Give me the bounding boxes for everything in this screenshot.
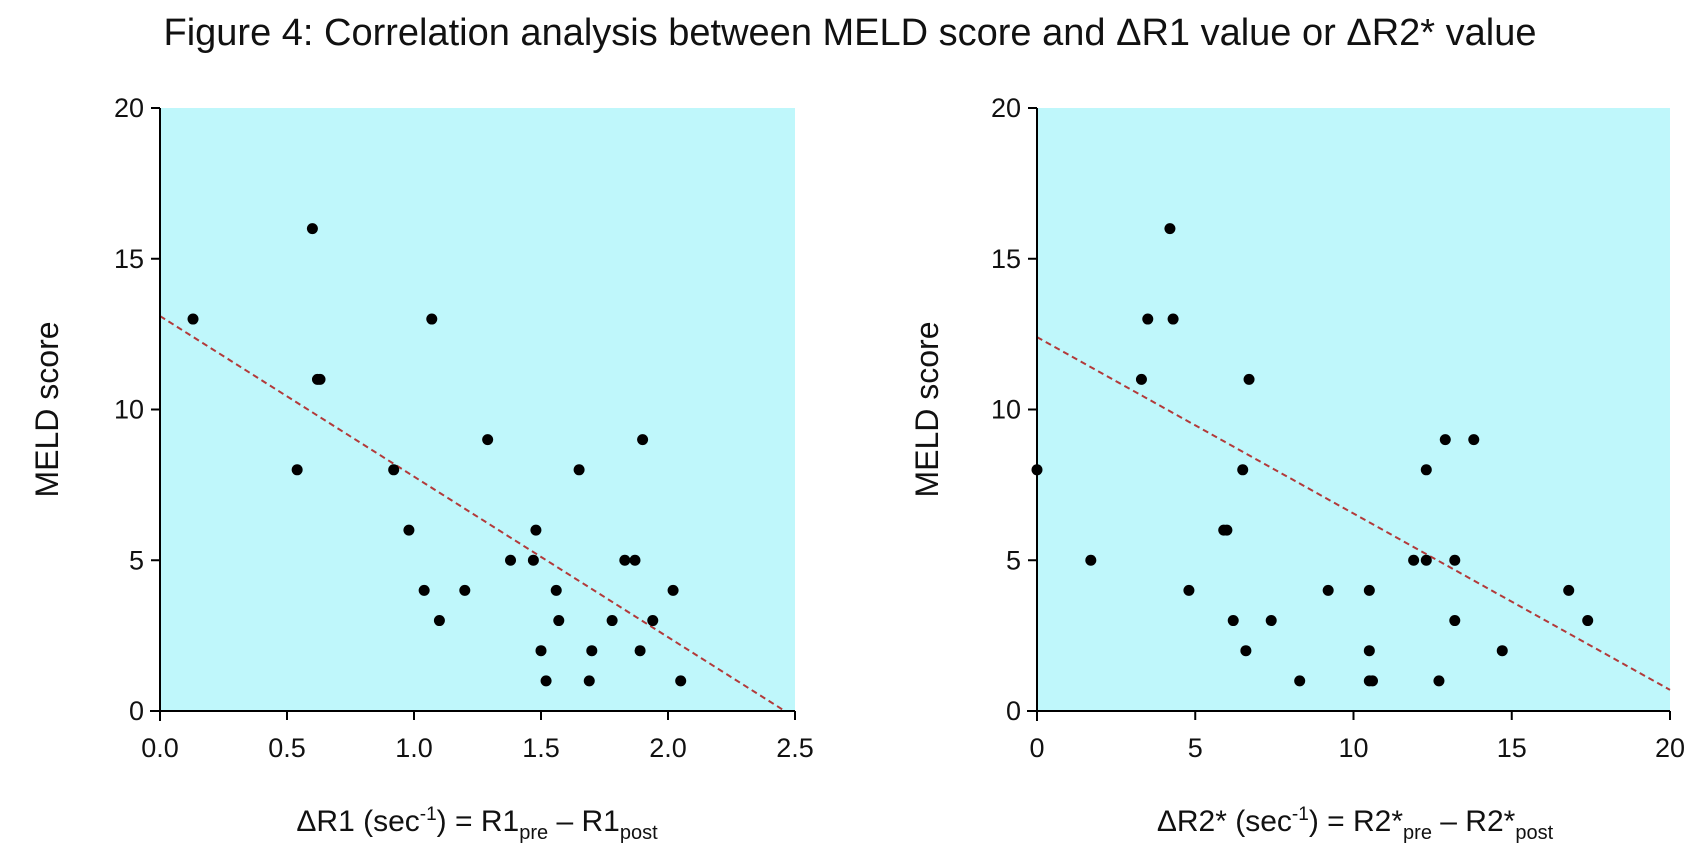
data-point — [1439, 434, 1451, 446]
y-tick-label: 10 — [114, 395, 144, 425]
data-point — [1449, 615, 1461, 627]
data-point — [1237, 464, 1249, 476]
data-point — [1240, 645, 1252, 657]
data-point — [1227, 615, 1239, 627]
y-tick-label: 5 — [1006, 545, 1021, 575]
data-point — [1420, 554, 1432, 566]
data-point — [606, 615, 618, 627]
data-point — [619, 554, 631, 566]
data-point — [1449, 554, 1461, 566]
data-point — [675, 675, 687, 687]
x-tick-label: 15 — [1497, 733, 1527, 763]
data-point — [1142, 313, 1154, 325]
data-point — [314, 373, 326, 385]
data-point — [306, 223, 318, 235]
chart-delta-r1: 0 5 10 15 20 0.0 0.5 1.0 1.5 2.0 2.5 MELD score ΔR… — [29, 93, 814, 844]
y-tick-label: 10 — [991, 395, 1021, 425]
x-tick-label: 1.5 — [522, 733, 560, 763]
chart-delta-r2star: 0 5 10 15 20 0 5 10 15 20 MELD score ΔR2* (sec-1)… — [909, 93, 1685, 844]
data-point — [1167, 313, 1179, 325]
data-point — [1322, 584, 1334, 596]
x-tick-label: 10 — [1338, 733, 1368, 763]
y-tick-label: 5 — [129, 545, 144, 575]
data-point — [573, 464, 585, 476]
data-point — [1433, 675, 1445, 687]
data-point — [505, 554, 517, 566]
data-point — [1164, 223, 1176, 235]
data-point — [550, 584, 562, 596]
data-point — [403, 524, 415, 536]
data-point — [1468, 434, 1480, 446]
data-point — [1420, 464, 1432, 476]
data-point — [187, 313, 199, 325]
y-tick-label: 0 — [129, 696, 144, 726]
x-axis-title: ΔR2* (sec-1) = R2*pre – R2*post — [1157, 804, 1554, 844]
data-point — [535, 645, 547, 657]
plot-area — [160, 108, 795, 711]
data-point — [1496, 645, 1508, 657]
y-tick-label: 15 — [991, 244, 1021, 274]
data-point — [482, 434, 494, 446]
y-axis-title: MELD score — [909, 321, 945, 497]
data-point — [1135, 373, 1147, 385]
y-tick-label: 0 — [1006, 696, 1021, 726]
data-point — [586, 645, 598, 657]
data-point — [1363, 645, 1375, 657]
data-point — [418, 584, 430, 596]
data-point — [530, 524, 542, 536]
plot-area — [1037, 108, 1670, 711]
data-point — [1563, 584, 1575, 596]
trend-line — [159, 315, 786, 712]
x-tick-label: 0.0 — [141, 733, 179, 763]
x-tick-label: 20 — [1655, 733, 1685, 763]
x-tick-label: 1.0 — [395, 733, 433, 763]
y-tick-label: 20 — [114, 93, 144, 123]
data-point — [1221, 524, 1233, 536]
data-point — [634, 645, 646, 657]
x-tick-label: 2.0 — [649, 733, 687, 763]
figure-title: Figure 4: Correlation analysis between M… — [163, 12, 1537, 54]
data-point — [647, 615, 659, 627]
y-tick-label: 15 — [114, 244, 144, 274]
data-point — [540, 675, 552, 687]
y-tick-label: 20 — [991, 93, 1021, 123]
data-point — [1582, 615, 1594, 627]
data-point — [1294, 675, 1306, 687]
y-axis-title: MELD score — [29, 321, 65, 497]
data-point — [553, 615, 565, 627]
x-tick-label: 5 — [1188, 733, 1203, 763]
x-tick-label: 0 — [1029, 733, 1044, 763]
data-point — [1363, 584, 1375, 596]
data-point — [1183, 584, 1195, 596]
data-point — [629, 554, 641, 566]
data-point — [583, 675, 595, 687]
data-point — [433, 615, 445, 627]
x-tick-label: 2.5 — [776, 733, 814, 763]
x-tick-label: 0.5 — [268, 733, 306, 763]
data-point — [667, 584, 679, 596]
data-point — [291, 464, 303, 476]
data-point — [527, 554, 539, 566]
data-point — [459, 584, 471, 596]
data-point — [1085, 554, 1097, 566]
trend-line — [1036, 336, 1671, 691]
data-point — [1366, 675, 1378, 687]
data-point — [388, 464, 400, 476]
x-axis-title: ΔR1 (sec-1) = R1pre – R1post — [296, 804, 658, 844]
data-point — [1265, 615, 1277, 627]
data-point — [1243, 373, 1255, 385]
data-point — [1408, 554, 1420, 566]
data-point — [426, 313, 438, 325]
data-point — [637, 434, 649, 446]
